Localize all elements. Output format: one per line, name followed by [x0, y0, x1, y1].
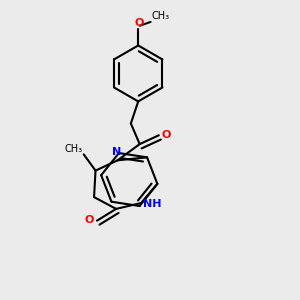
Text: O: O — [85, 215, 94, 225]
Text: N: N — [112, 147, 121, 157]
Text: O: O — [134, 18, 144, 28]
Text: CH₃: CH₃ — [152, 11, 169, 21]
Text: CH₃: CH₃ — [64, 143, 82, 154]
Text: O: O — [161, 130, 171, 140]
Text: NH: NH — [142, 200, 161, 209]
